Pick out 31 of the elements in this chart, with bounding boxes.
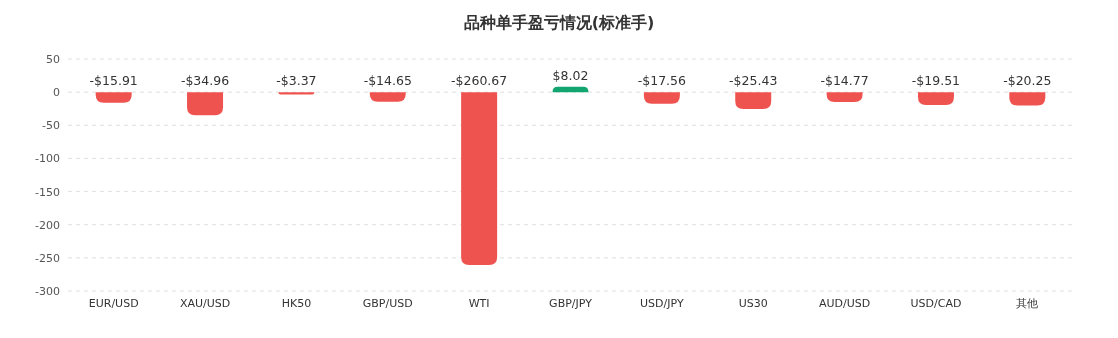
y-tick-label: -150 xyxy=(35,185,60,199)
x-tick-label: HK50 xyxy=(281,297,312,310)
data-label: -$3.37 xyxy=(276,73,317,89)
x-tick-label: GBP/USD xyxy=(362,297,413,310)
data-label: $8.02 xyxy=(552,67,589,83)
y-tick-label: -300 xyxy=(35,285,60,298)
data-label: -$17.56 xyxy=(637,73,687,89)
y-tick-label: 50 xyxy=(46,53,60,66)
x-tick-label: US30 xyxy=(738,297,768,310)
x-tick-label: EUR/USD xyxy=(88,297,139,310)
y-tick-label: -200 xyxy=(35,218,60,232)
chart-title: 品种单手盈亏情况(标准手) xyxy=(463,13,655,32)
x-tick-label: 其他 xyxy=(1016,297,1039,310)
x-tick-label: USD/CAD xyxy=(910,297,962,310)
data-label: -$20.25 xyxy=(1003,73,1052,89)
data-label: -$14.65 xyxy=(363,73,412,89)
data-label: -$19.51 xyxy=(911,73,961,89)
data-label: -$15.91 xyxy=(89,73,138,89)
x-tick-label: GBP/JPY xyxy=(549,297,593,310)
x-tick-label: USD/JPY xyxy=(640,297,684,310)
y-tick-label: 0 xyxy=(53,86,60,100)
data-label: -$25.43 xyxy=(729,73,778,89)
y-tick-label: -100 xyxy=(35,152,60,166)
x-tick-label: AUD/USD xyxy=(818,297,871,310)
x-tick-label: XAU/USD xyxy=(179,297,231,310)
x-tick-label: WTI xyxy=(468,297,490,310)
data-label: -$34.96 xyxy=(180,73,230,89)
data-label: -$260.67 xyxy=(451,73,508,89)
data-label: -$14.77 xyxy=(820,73,869,89)
y-tick-label: -50 xyxy=(42,119,60,133)
y-tick-label: -250 xyxy=(35,251,60,265)
